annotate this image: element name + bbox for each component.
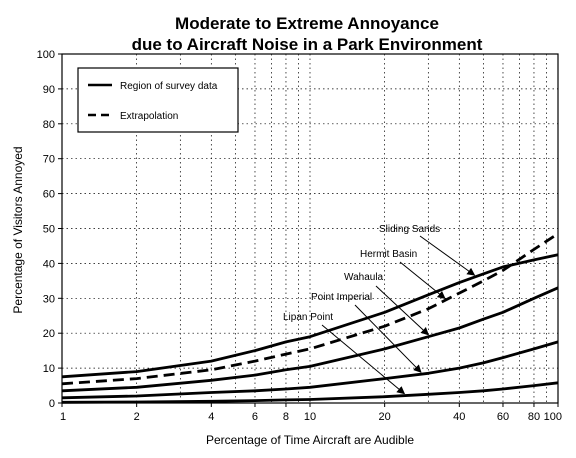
x-axis-label: Percentage of Time Aircraft are Audible [206,433,414,447]
x-tick-label: 6 [252,411,258,423]
annotation-label-hermit-basin: Hermit Basin [360,249,417,260]
x-tick-label: 100 [544,411,562,423]
grid-lines [62,54,558,403]
annotation-label-lipan-point: Lipan Point [283,312,333,323]
chart-title-line-1: Moderate to Extreme Annoyance [175,14,439,33]
x-tick-label: 20 [379,411,391,423]
x-tick-label: 80 [528,411,540,423]
series-line-sliding-sands [61,253,559,379]
x-tick-label: 8 [283,411,289,423]
annotation-arrow-lipan-point [321,324,406,395]
y-tick-label: 30 [43,293,55,305]
y-tick-label: 20 [43,328,55,340]
annotations: Sliding Sands Hermit Basin Wahaula Point Im… [283,224,476,395]
x-tick-label: 4 [208,411,214,423]
annotation-arrow-point-imperial [354,304,422,373]
y-axis-label: Percentage of Visitors Annoyed [11,146,25,313]
y-tick-label: 80 [43,119,55,131]
y-tick-label: 60 [43,189,55,201]
legend-label-extrapolation: Extrapolation [120,111,178,122]
legend-label-survey: Region of survey data [120,81,218,92]
series-line-lipan-point [61,381,559,404]
x-tick-label: 1 [60,411,66,423]
annotation-arrow-hermit-basin [399,261,446,300]
y-tick-label: 0 [49,398,55,410]
x-tick-label: 40 [453,411,465,423]
x-tick-label: 2 [134,411,140,423]
y-tick-label: 70 [43,154,55,166]
x-tick-label: 60 [497,411,509,423]
y-tick-label: 50 [43,224,55,236]
series-line-point-imperial [61,340,559,400]
axis-ticks: 0 10 20 30 40 50 60 70 80 90 100 1 2 4 6 8 10 20 40 60 80 100 [37,49,562,423]
y-tick-label: 90 [43,84,55,96]
legend-box [77,67,239,133]
legend: Region of survey data Extrapolation [77,67,239,133]
annotation-label-point-imperial: Point Imperial [311,292,372,303]
x-tick-label: 10 [304,411,316,423]
y-tick-label: 40 [43,258,55,270]
annotation-label-sliding-sands: Sliding Sands [379,224,440,235]
series-lines [61,232,559,404]
series-line-hermit-basin [61,232,559,386]
y-tick-label: 100 [37,49,55,61]
series-line-wahaula [61,286,559,393]
chart-title-line-2: due to Aircraft Noise in a Park Environm… [132,35,483,54]
annotation-label-wahaula: Wahaula [344,272,384,283]
annotation-arrow-sliding-sands [419,235,476,276]
annotation-arrow-wahaula [375,285,430,336]
y-tick-label: 10 [43,363,55,375]
